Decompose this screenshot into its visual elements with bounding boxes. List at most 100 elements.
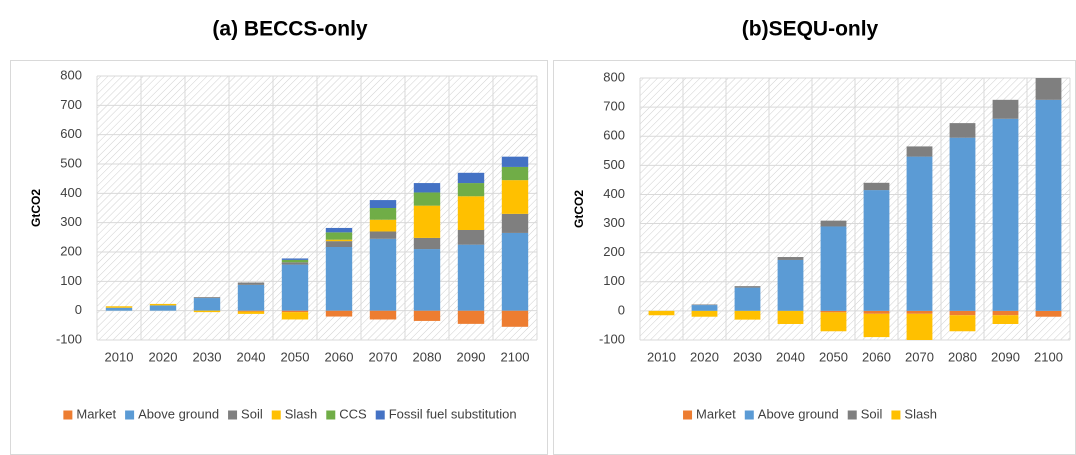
bar (369, 208, 397, 220)
bar (281, 262, 309, 265)
y-tick-label: 100 (60, 273, 82, 288)
x-tick-label: 2100 (1034, 349, 1063, 364)
chart-title: (a) BECCS-only (212, 18, 367, 41)
bar (1035, 78, 1062, 100)
bar (734, 286, 761, 288)
bar (193, 297, 221, 299)
bar (237, 282, 265, 285)
bar (281, 310, 309, 313)
bar (369, 238, 397, 311)
legend-swatch (744, 410, 754, 420)
legend-label: Fossil fuel substitution (389, 406, 517, 421)
y-tick-label: 0 (75, 302, 82, 317)
legend-swatch (228, 410, 238, 420)
bar (413, 183, 441, 193)
bar (105, 306, 133, 308)
x-tick-label: 2030 (733, 349, 762, 364)
bar (457, 172, 485, 184)
bar (369, 231, 397, 239)
bar (1035, 99, 1062, 311)
legend-label: Soil (241, 406, 263, 421)
bar (325, 241, 353, 248)
x-tick-label: 2010 (647, 349, 676, 364)
bar (413, 249, 441, 311)
bar (734, 310, 761, 320)
x-tick-label: 2060 (325, 349, 354, 364)
bar (325, 247, 353, 311)
legend-swatch (683, 410, 693, 420)
legend-label: Soil (861, 406, 883, 421)
x-tick-label: 2080 (413, 349, 442, 364)
bar (501, 166, 529, 181)
legend-swatch (847, 410, 857, 420)
x-tick-label: 2040 (776, 349, 805, 364)
bar (863, 190, 890, 311)
bar (369, 219, 397, 232)
bar (281, 259, 309, 263)
y-tick-label: 600 (603, 128, 625, 143)
bar (369, 200, 397, 208)
y-tick-label: 200 (60, 243, 82, 258)
y-tick-label: 100 (603, 273, 625, 288)
bar (281, 264, 309, 311)
y-tick-label: 700 (603, 99, 625, 114)
x-tick-label: 2020 (690, 349, 719, 364)
y-tick-label: -100 (599, 331, 625, 346)
bar (501, 213, 529, 233)
bar (413, 310, 441, 321)
bar (193, 298, 221, 311)
bar (325, 232, 353, 240)
bar (325, 227, 353, 233)
bar (325, 239, 353, 242)
y-tick-label: -100 (56, 331, 82, 346)
y-tick-label: 300 (603, 215, 625, 230)
bar (992, 315, 1019, 324)
bar (413, 205, 441, 238)
bar (648, 310, 675, 316)
bar (105, 307, 133, 311)
x-tick-label: 2050 (819, 349, 848, 364)
legend-swatch (125, 410, 135, 420)
y-axis-label: GtCO2 (572, 190, 586, 228)
y-tick-label: 400 (603, 186, 625, 201)
legend-swatch (891, 410, 901, 420)
bar (457, 183, 485, 197)
bar (906, 146, 933, 157)
bar (457, 310, 485, 324)
x-tick-label: 2020 (149, 349, 178, 364)
y-tick-label: 500 (603, 157, 625, 172)
bar (691, 310, 718, 317)
bar (820, 312, 847, 332)
bar (325, 310, 353, 317)
bar (457, 196, 485, 230)
x-tick-label: 2100 (501, 349, 530, 364)
x-tick-label: 2050 (281, 349, 310, 364)
bar (820, 220, 847, 227)
bar (413, 237, 441, 250)
y-tick-label: 700 (60, 97, 82, 112)
bar (457, 230, 485, 245)
bar (992, 99, 1019, 119)
bar (820, 310, 847, 313)
legend-label: Market (76, 406, 116, 421)
bar (1035, 310, 1062, 317)
x-tick-label: 2070 (369, 349, 398, 364)
y-tick-label: 0 (618, 302, 625, 317)
x-tick-label: 2090 (457, 349, 486, 364)
bar (501, 180, 529, 214)
bar (193, 310, 221, 313)
bar (149, 305, 177, 311)
legend-swatch (63, 410, 73, 420)
x-tick-label: 2030 (193, 349, 222, 364)
y-tick-label: 800 (60, 67, 82, 82)
bar (863, 182, 890, 191)
bar (906, 310, 933, 314)
bar (457, 244, 485, 311)
bar (281, 258, 309, 260)
bar (501, 310, 529, 327)
bar (949, 137, 976, 311)
bar (906, 156, 933, 311)
legend-label: Slash (904, 406, 937, 421)
bar (949, 315, 976, 332)
